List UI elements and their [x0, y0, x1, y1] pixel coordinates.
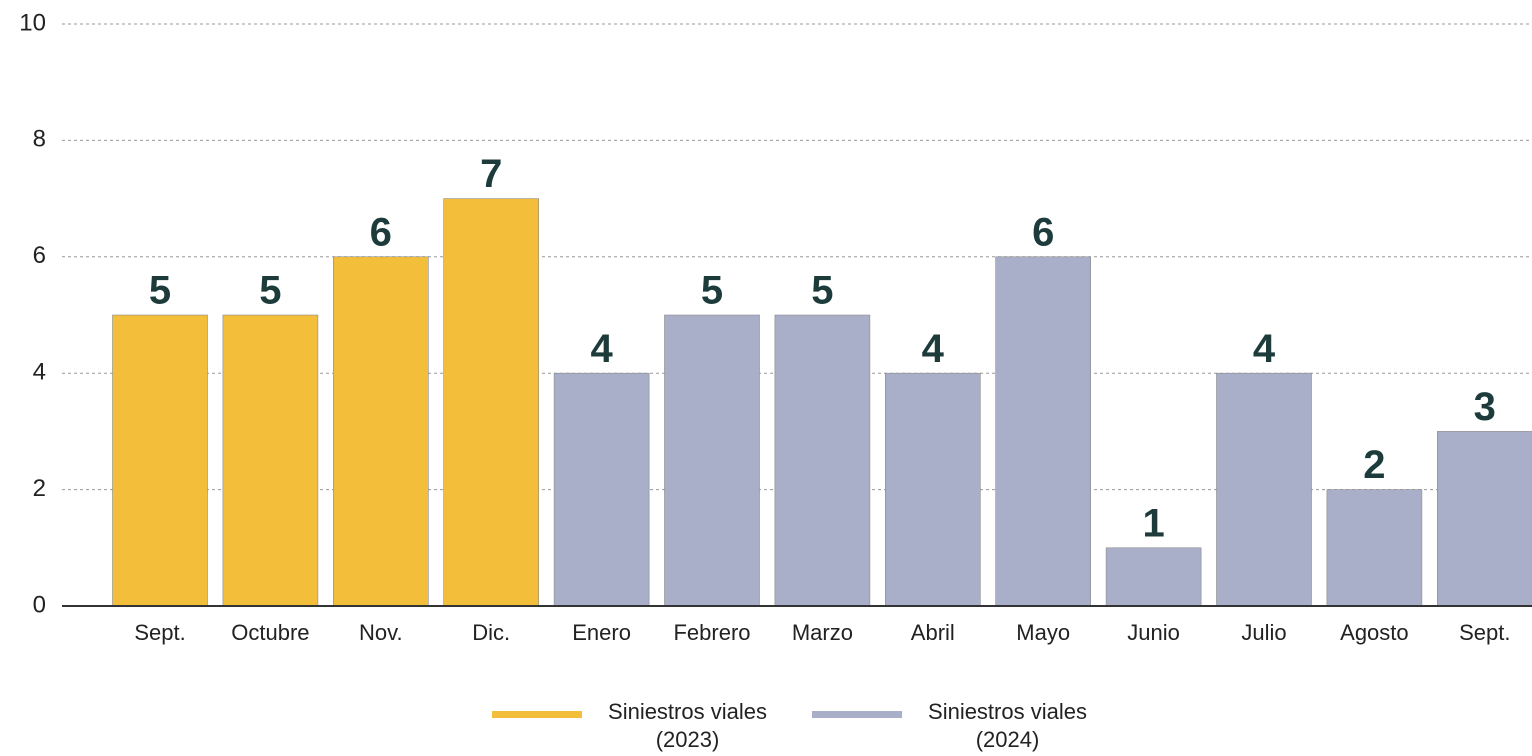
- x-tick-label: Febrero: [673, 620, 750, 645]
- value-label: 1: [1142, 501, 1164, 545]
- x-tick-label: Sept.: [134, 620, 185, 645]
- value-label: 5: [259, 269, 281, 313]
- legend-swatch: [492, 711, 582, 718]
- value-label: 4: [922, 327, 945, 371]
- value-label: 6: [1032, 210, 1054, 254]
- bar: [553, 372, 650, 607]
- value-label: 4: [590, 327, 613, 371]
- x-tick-label: Enero: [572, 620, 631, 645]
- legend-label: Siniestros viales (2023): [608, 699, 767, 752]
- value-label: 4: [1253, 327, 1276, 371]
- x-tick-label: Sept.: [1459, 620, 1510, 645]
- y-tick-label: 10: [19, 9, 46, 36]
- value-label: 3: [1474, 385, 1496, 429]
- bar: [443, 198, 540, 607]
- value-label: 2: [1363, 443, 1385, 487]
- y-tick-label: 2: [33, 475, 46, 502]
- x-tick-label: Mayo: [1016, 620, 1070, 645]
- legend-item: Siniestros viales (2023): [492, 698, 775, 754]
- legend-item: Siniestros viales (2024): [812, 698, 1095, 754]
- value-label: 5: [701, 269, 723, 313]
- x-tick-label: Octubre: [231, 620, 309, 645]
- chart: 0 2 4 6 8 10 Sept. 5 Octubre 5 Nov. 6 Dic. 7 Enero 4 Feb…: [19, 9, 1532, 645]
- x-tick-label: Agosto: [1340, 620, 1409, 645]
- legend-label: Siniestros viales (2024): [928, 699, 1087, 752]
- value-label: 5: [149, 269, 171, 313]
- bar: [222, 314, 319, 607]
- bar: [995, 256, 1092, 607]
- y-tick-label: 0: [33, 591, 46, 618]
- x-tick-label: Dic.: [472, 620, 510, 645]
- bar: [1216, 372, 1312, 607]
- x-tick-label: Julio: [1241, 620, 1286, 645]
- x-tick-label: Marzo: [792, 620, 853, 645]
- x-tick-label: Abril: [911, 620, 955, 645]
- bar: [112, 314, 208, 607]
- x-tick-label: Junio: [1127, 620, 1180, 645]
- bar: [1437, 431, 1532, 607]
- value-label: 5: [811, 269, 833, 313]
- y-tick-label: 8: [33, 126, 46, 153]
- value-label: 7: [480, 152, 502, 196]
- bar: [884, 372, 981, 607]
- bar: [664, 314, 760, 607]
- bar: [1105, 547, 1202, 607]
- bar: [1326, 489, 1423, 607]
- x-tick-label: Nov.: [359, 620, 403, 645]
- value-label: 6: [370, 210, 392, 254]
- y-tick-label: 4: [33, 359, 46, 386]
- legend-swatch: [812, 711, 902, 718]
- bar: [774, 314, 871, 607]
- y-tick-label: 6: [33, 242, 46, 269]
- bar: [332, 256, 429, 607]
